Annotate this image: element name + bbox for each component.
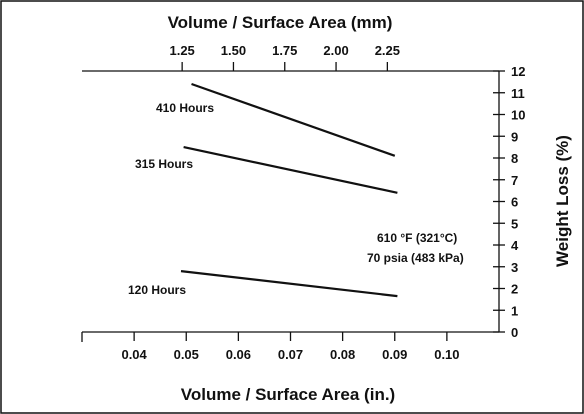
top-axis-title: Volume / Surface Area (mm) (168, 13, 393, 32)
right-tick-label-5: 5 (511, 216, 518, 231)
top-tick-label-1-25: 1.25 (169, 43, 194, 58)
right-tick-label-11: 11 (511, 86, 525, 101)
right-tick-label-6: 6 (511, 195, 518, 210)
bottom-tick-label-0-10: 0.10 (434, 347, 459, 362)
series-label-315-hours: 315 Hours (135, 157, 193, 171)
annotation-temperature: 610 °F (321°C) (377, 231, 457, 245)
bottom-tick-label-0-07: 0.07 (278, 347, 303, 362)
top-tick-label-2-00: 2.00 (323, 43, 348, 58)
bottom-tick-label-0-05: 0.05 (174, 347, 199, 362)
series-line-410-hours (191, 82, 396, 157)
right-tick-label-9: 9 (511, 129, 518, 144)
right-tick-label-10: 10 (511, 108, 525, 123)
series-line-315-hours (183, 146, 398, 194)
bottom-tick-label-0-08: 0.08 (330, 347, 355, 362)
right-axis-title: Weight Loss (%) (553, 135, 572, 267)
series-lines (180, 82, 398, 298)
right-tick-label-3: 3 (511, 260, 518, 275)
top-tick-label-1-75: 1.75 (272, 43, 297, 58)
right-tick-label-8: 8 (511, 151, 518, 166)
right-tick-label-0: 0 (511, 325, 518, 340)
right-tick-label-12: 12 (511, 64, 525, 79)
top-axis-ticks: 1.25 1.50 1.75 2.00 2.25 (169, 43, 400, 71)
right-tick-label-7: 7 (511, 173, 518, 188)
bottom-tick-label-0-06: 0.06 (226, 347, 251, 362)
right-tick-label-1: 1 (511, 303, 518, 318)
bottom-axis-ticks: 0.04 0.05 0.06 0.07 0.08 0.09 0.10 (121, 332, 460, 362)
top-tick-label-1-50: 1.50 (221, 43, 246, 58)
annotation-pressure: 70 psia (483 kPa) (367, 251, 464, 265)
bottom-axis-title: Volume / Surface Area (in.) (181, 385, 395, 404)
right-tick-label-4: 4 (511, 238, 519, 253)
right-tick-label-2: 2 (511, 282, 518, 297)
series-label-410-hours: 410 Hours (156, 101, 214, 115)
bottom-tick-label-0-09: 0.09 (382, 347, 407, 362)
bottom-tick-label-0-04: 0.04 (121, 347, 147, 362)
top-tick-label-2-25: 2.25 (375, 43, 400, 58)
series-label-120-hours: 120 Hours (128, 283, 186, 297)
series-line-120-hours (180, 270, 398, 298)
